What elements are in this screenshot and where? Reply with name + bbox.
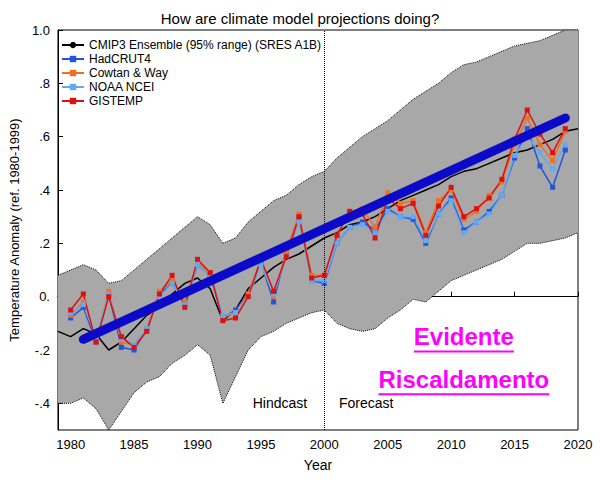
svg-text:Evidente: Evidente: [414, 323, 514, 350]
svg-text:-.4: -.4: [35, 396, 50, 411]
svg-text:2015: 2015: [500, 437, 529, 452]
svg-text:2020: 2020: [564, 437, 593, 452]
svg-text:Cowtan & Way: Cowtan & Way: [89, 66, 168, 80]
svg-text:Year: Year: [304, 457, 333, 473]
svg-text:.6: .6: [39, 129, 50, 144]
svg-text:1990: 1990: [183, 437, 212, 452]
svg-text:How are climate model projecti: How are climate model projections doing?: [161, 10, 439, 27]
svg-text:1980: 1980: [56, 437, 85, 452]
svg-text:1985: 1985: [120, 437, 149, 452]
svg-text:NOAA NCEI: NOAA NCEI: [89, 80, 154, 94]
svg-text:GISTEMP: GISTEMP: [89, 94, 143, 108]
svg-text:.2: .2: [39, 236, 50, 251]
svg-text:Riscaldamento: Riscaldamento: [378, 366, 549, 393]
svg-text:0.: 0.: [39, 289, 50, 304]
svg-text:.4: .4: [39, 183, 50, 198]
svg-text:Hindcast: Hindcast: [253, 395, 308, 411]
svg-text:2005: 2005: [373, 437, 402, 452]
svg-text:1.0: 1.0: [32, 23, 50, 38]
svg-text:2000: 2000: [310, 437, 339, 452]
svg-text:Temperature Anomaly (ref. 1980: Temperature Anomaly (ref. 1980-1999): [7, 118, 22, 341]
svg-text:HadCRUT4: HadCRUT4: [89, 52, 151, 66]
svg-text:.8: .8: [39, 76, 50, 91]
svg-text:CMIP3 Ensemble (95% range) (SR: CMIP3 Ensemble (95% range) (SRES A1B): [89, 38, 321, 52]
svg-text:2010: 2010: [437, 437, 466, 452]
svg-text:1995: 1995: [246, 437, 275, 452]
svg-text:Forecast: Forecast: [339, 395, 394, 411]
svg-text:-.2: -.2: [35, 343, 50, 358]
